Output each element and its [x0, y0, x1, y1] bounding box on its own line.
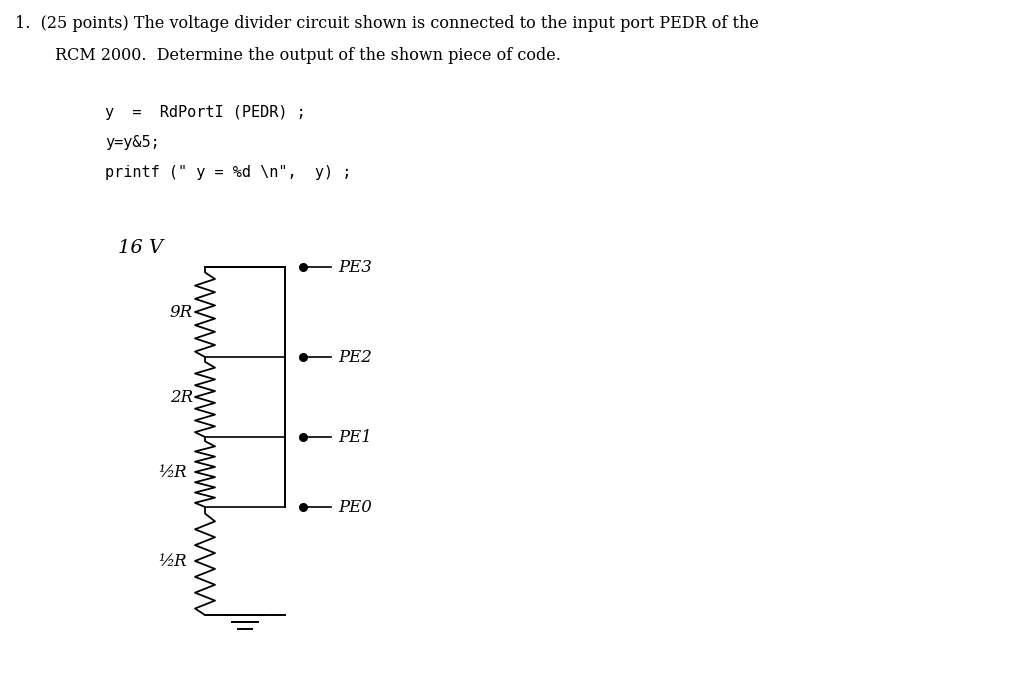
Text: 9R: 9R	[170, 303, 193, 321]
Text: RCM 2000.  Determine the output of the shown piece of code.: RCM 2000. Determine the output of the sh…	[55, 47, 561, 64]
Text: PE0: PE0	[338, 498, 372, 516]
Text: ½R: ½R	[159, 464, 187, 480]
Text: PE1: PE1	[338, 429, 372, 445]
Text: 2R: 2R	[170, 388, 193, 406]
Text: PE2: PE2	[338, 348, 372, 365]
Text: y=y&5;: y=y&5;	[105, 135, 160, 150]
Text: PE3: PE3	[338, 259, 372, 275]
Text: ½R: ½R	[159, 553, 187, 569]
Text: y  =  RdPortI (PEDR) ;: y = RdPortI (PEDR) ;	[105, 105, 306, 120]
Text: 16 V: 16 V	[118, 239, 163, 257]
Text: 1.  (25 points) The voltage divider circuit shown is connected to the input port: 1. (25 points) The voltage divider circu…	[15, 15, 759, 32]
Text: printf (" y = %d \n",  y) ;: printf (" y = %d \n", y) ;	[105, 165, 351, 180]
